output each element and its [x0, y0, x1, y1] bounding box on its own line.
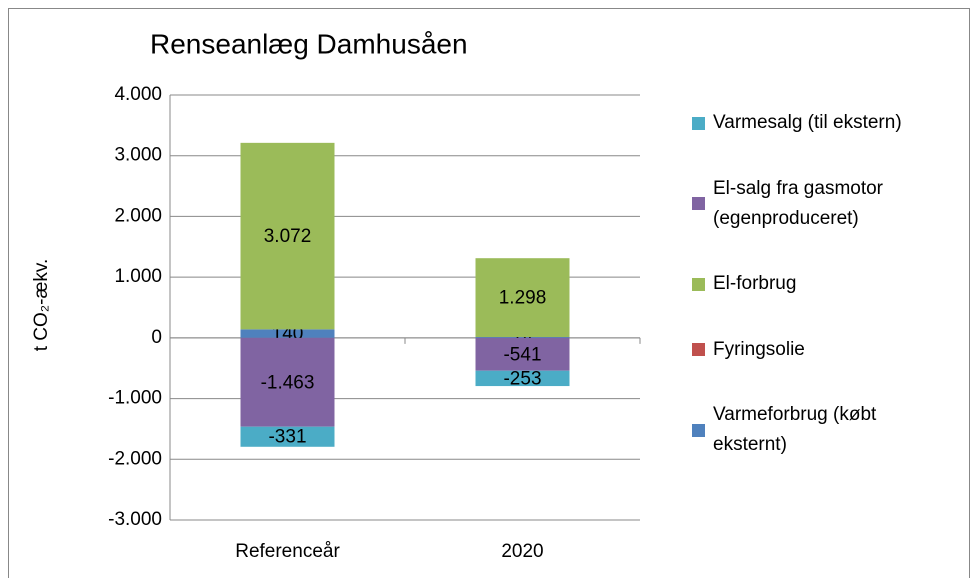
y-tick-label: 4.000 — [114, 84, 162, 105]
chart-title: Renseanlæg Damhusåen — [150, 28, 468, 59]
y-tick-label: 0 — [151, 327, 162, 348]
data-label: -253 — [503, 368, 541, 389]
x-tick-label: Referenceår — [235, 541, 340, 562]
data-label: 3.072 — [264, 226, 312, 247]
legend-label: Varmesalg (til ekstern) — [713, 112, 902, 133]
y-axis-label: t CO₂-ækv. — [31, 259, 52, 352]
legend-label: Varmeforbrug (købt eksternt) — [713, 404, 877, 455]
bar-segment — [475, 370, 570, 387]
legend-entry: Varmeforbrug (købt eksternt) — [692, 400, 957, 460]
legend-label: El-salg fra gasmotor (egenproduceret) — [713, 177, 884, 229]
bar-segment — [475, 337, 570, 371]
bar-segment — [240, 329, 335, 338]
legend-entry: Varmesalg (til ekstern) — [692, 108, 957, 138]
legend-entry: El-salg fra gasmotor (egenproduceret) — [692, 174, 957, 234]
legend-swatch — [692, 197, 705, 210]
y-tick-label: -1.000 — [108, 388, 162, 409]
bar-segment — [240, 426, 335, 447]
legend-swatch — [692, 343, 705, 356]
legend-swatch — [692, 116, 705, 130]
y-tick-label: -2.000 — [108, 448, 162, 469]
bar-segment — [475, 258, 570, 338]
y-tick-label: 3.000 — [114, 145, 162, 166]
data-label: -1.463 — [261, 372, 315, 393]
bar-segment — [240, 337, 335, 427]
data-label: -331 — [268, 427, 306, 448]
bar-segment — [240, 142, 335, 330]
x-tick-label: 2020 — [501, 541, 543, 562]
legend-label: El-forbrug — [713, 273, 797, 294]
legend-swatch — [692, 423, 705, 437]
chart-border — [8, 8, 970, 578]
legend: Varmesalg (til ekstern) El-salg fra gasmo… — [692, 108, 957, 460]
bar-segment — [475, 337, 570, 338]
legend-entry: Fyringsolie — [692, 335, 957, 365]
legend-entry: El-forbrug — [692, 269, 957, 299]
data-label: -541 — [503, 344, 541, 365]
y-tick-label: -3.000 — [108, 509, 162, 530]
data-label: 1.298 — [499, 288, 547, 309]
legend-label: Fyringsolie — [713, 338, 805, 360]
y-tick-label: 2.000 — [114, 205, 162, 226]
y-tick-label: 1.000 — [114, 266, 162, 287]
legend-swatch — [692, 277, 705, 291]
